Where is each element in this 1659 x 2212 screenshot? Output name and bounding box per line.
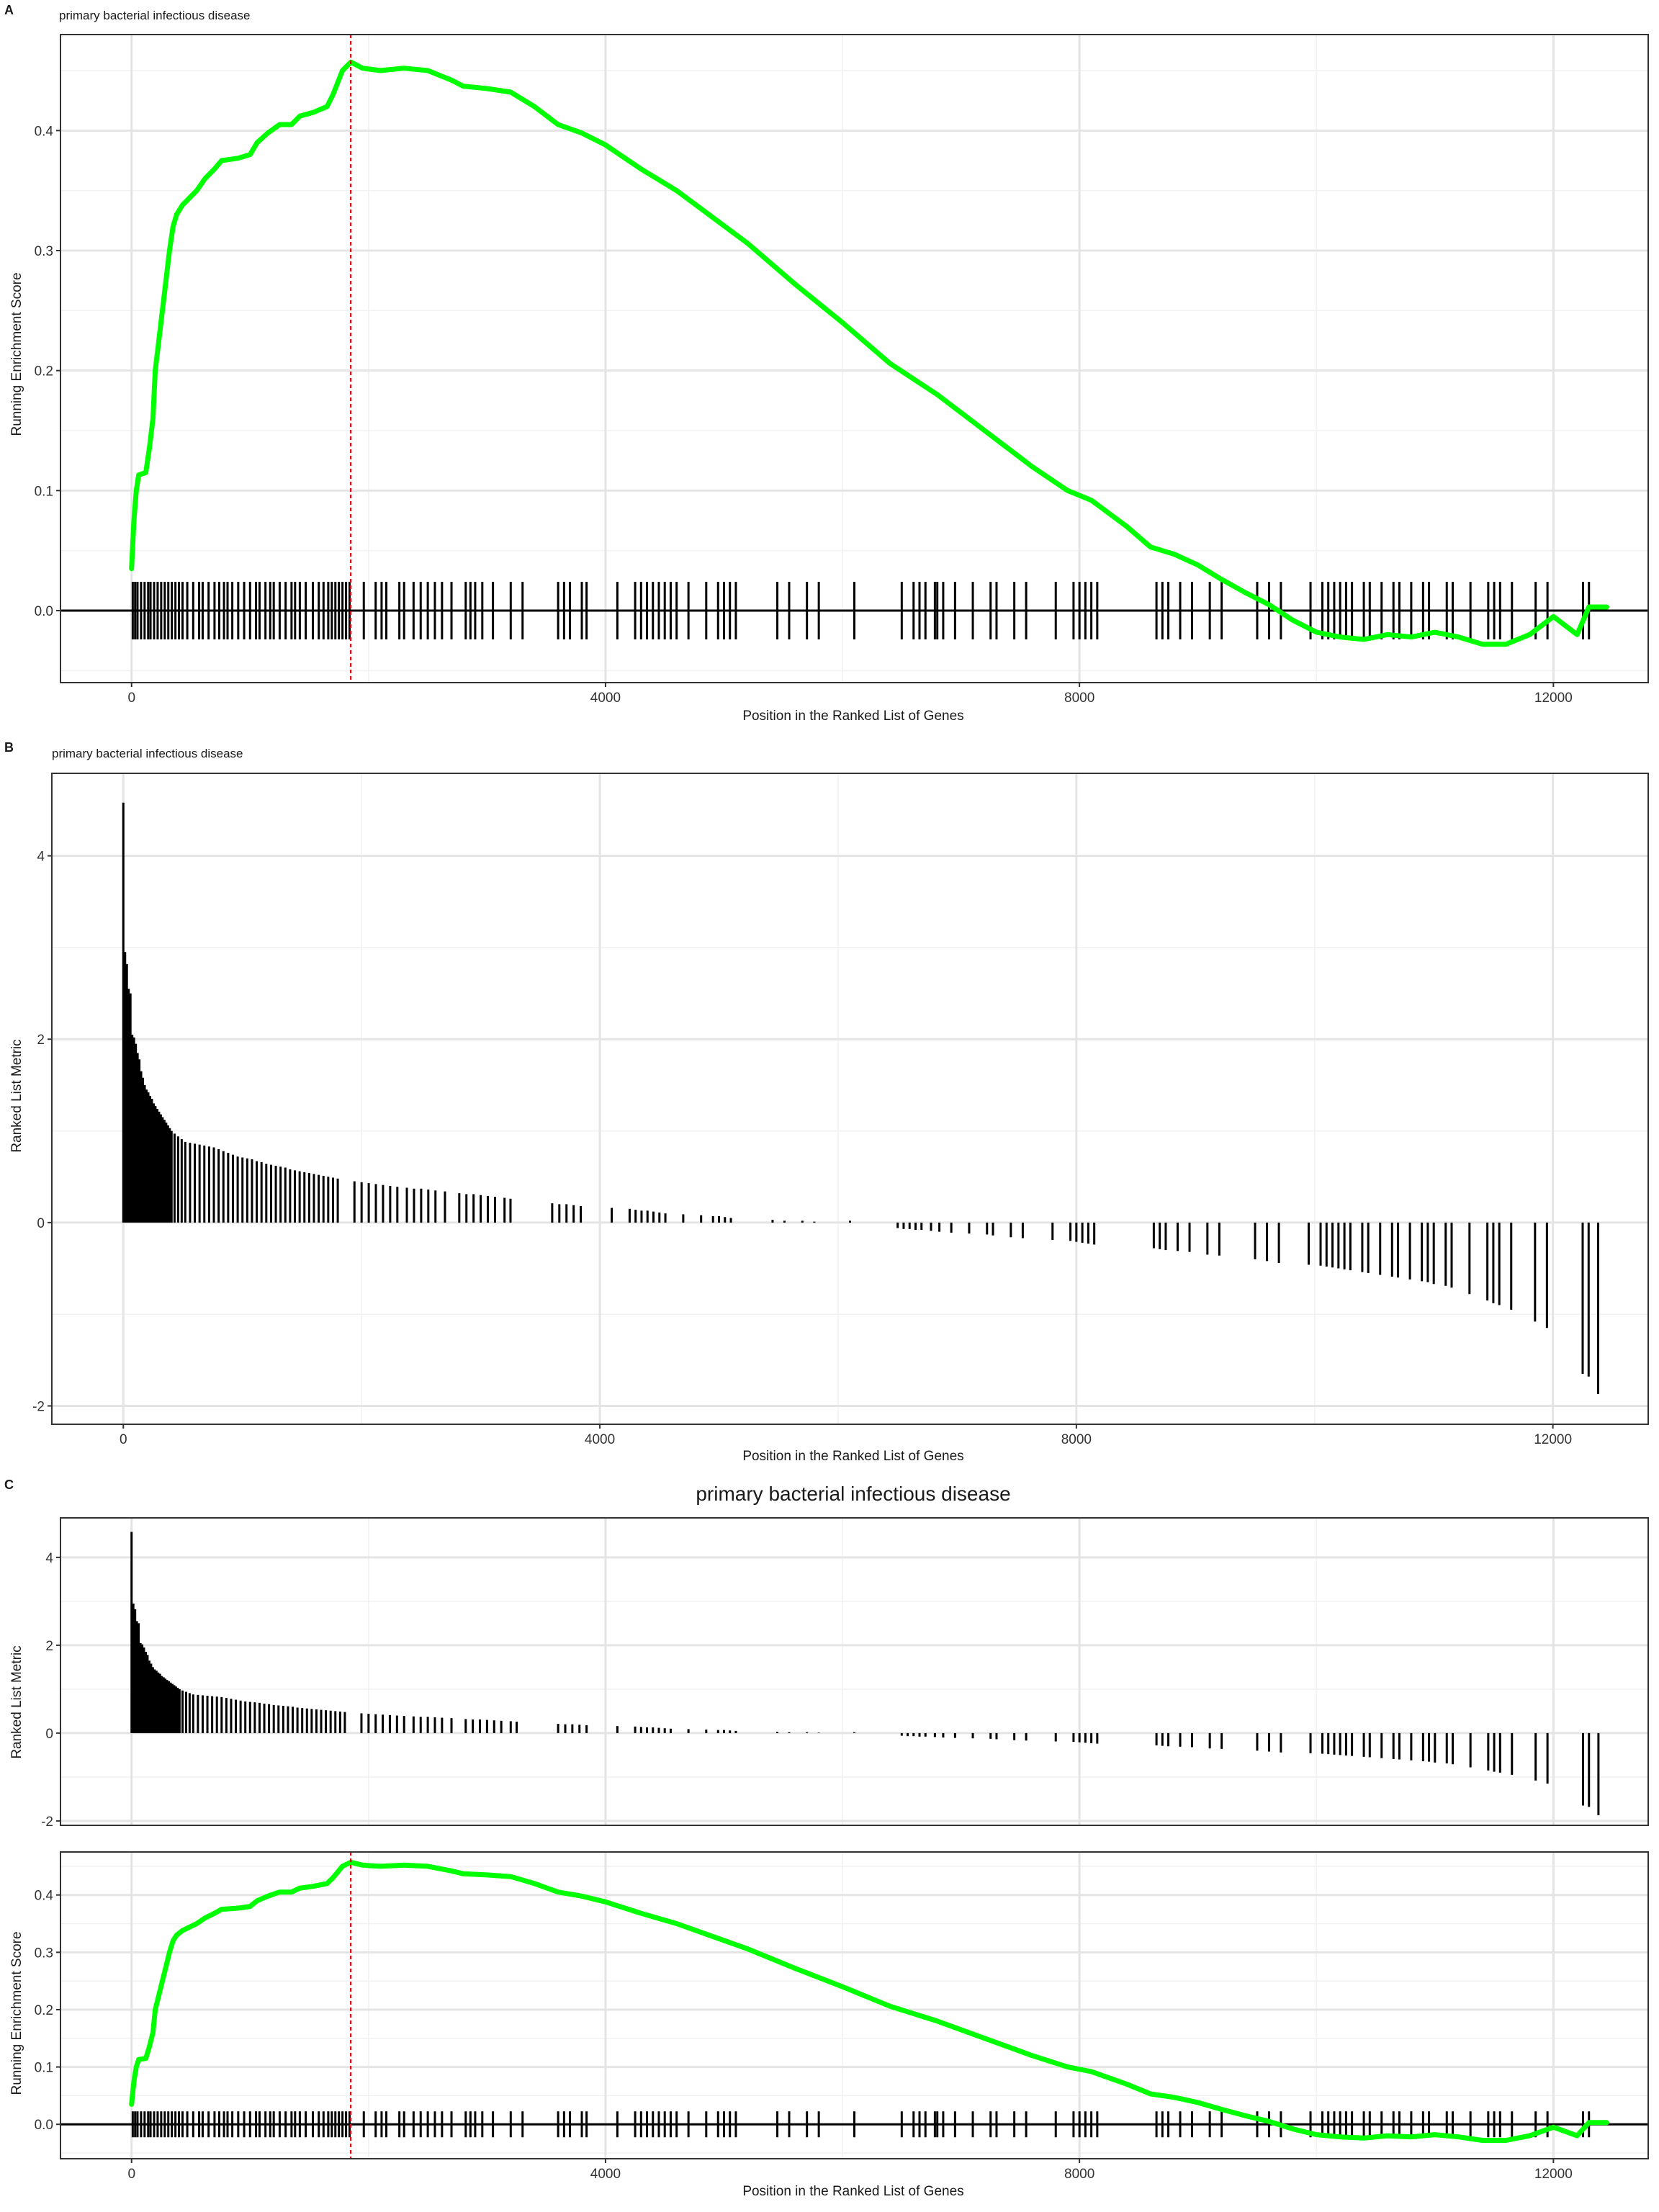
- x-tick-label: 8000: [1061, 1432, 1092, 1447]
- y-tick-label: 0.1: [35, 2061, 53, 2076]
- y-tick-label: 0.4: [35, 1889, 54, 1904]
- x-tick-label: 4000: [590, 691, 621, 706]
- y-tick-label: 2: [37, 1033, 45, 1048]
- x-tick-label: 0: [127, 691, 135, 706]
- panel-b-y-axis-title: Ranked List Metric: [9, 1039, 24, 1152]
- panel-c-es-y-axis: 0.0 0.1 0.2 0.3 0.4: [35, 1889, 60, 2133]
- panel-c-es-plot-area: [60, 1851, 1649, 2159]
- panel-b-tag: B: [4, 740, 14, 755]
- panel-b-x-axis-title: Position in the Ranked List of Genes: [742, 1449, 963, 1464]
- y-tick-label: 0.3: [35, 244, 53, 259]
- plot-frame: [51, 773, 1649, 1425]
- x-tick-label: 8000: [1064, 2167, 1094, 2182]
- panel-a: A primary bacterial infectious disease 0…: [4, 3, 1649, 724]
- x-tick-label: 4000: [590, 2167, 621, 2182]
- panel-b-title: primary bacterial infectious disease: [52, 747, 243, 760]
- panel-a-tag: A: [4, 3, 14, 17]
- panel-c-tag: C: [4, 1478, 14, 1492]
- y-tick-label: 0.0: [35, 2118, 53, 2133]
- panel-c: C primary bacterial infectious disease -…: [4, 1478, 1649, 2199]
- y-tick-label: -2: [41, 1815, 53, 1830]
- y-tick-label: 4: [37, 850, 45, 865]
- plot-frame: [60, 34, 1649, 683]
- running-enrichment-score-line: [129, 59, 1609, 647]
- panel-b-plot-area: [51, 773, 1649, 1425]
- panel-a-plot-area: [60, 34, 1649, 683]
- plot-frame: [60, 1517, 1649, 1826]
- panel-c-x-axis-title: Position in the Ranked List of Genes: [742, 2184, 963, 2199]
- panel-a-x-axis-title: Position in the Ranked List of Genes: [742, 709, 963, 724]
- panel-a-title: primary bacterial infectious disease: [59, 9, 251, 22]
- panel-b-x-axis: 0 4000 8000 12000: [120, 1424, 1572, 1447]
- y-tick-label: -2: [32, 1400, 45, 1415]
- panel-c-es-y-axis-title: Running Enrichment Score: [9, 1931, 24, 2095]
- x-tick-label: 12000: [1534, 2167, 1573, 2182]
- y-tick-label: 2: [45, 1639, 53, 1654]
- y-tick-label: 0: [45, 1727, 53, 1742]
- x-tick-label: 0: [120, 1432, 127, 1447]
- running-enrichment-score-line: [129, 1859, 1609, 2143]
- panel-c-metric-plot-area: [60, 1517, 1649, 1826]
- y-tick-label: 0.2: [35, 364, 53, 379]
- x-tick-label: 4000: [585, 1432, 615, 1447]
- panel-a-y-axis-title: Running Enrichment Score: [9, 272, 24, 436]
- panel-b: B primary bacterial infectious disease -…: [4, 740, 1649, 1464]
- x-tick-label: 0: [127, 2167, 135, 2182]
- y-tick-label: 0.2: [35, 2003, 53, 2018]
- x-tick-label: 12000: [1534, 691, 1573, 706]
- panel-c-title: primary bacterial infectious disease: [696, 1483, 1010, 1505]
- panel-c-metric-y-axis-title: Ranked List Metric: [9, 1645, 24, 1758]
- x-tick-label: 8000: [1064, 691, 1094, 706]
- y-tick-label: 0.1: [35, 484, 53, 499]
- panel-a-y-axis: 0.0 0.1 0.2 0.3 0.4: [35, 124, 60, 619]
- plot-frame: [60, 1851, 1649, 2159]
- x-tick-label: 12000: [1534, 1432, 1572, 1447]
- y-tick-label: 4: [45, 1551, 53, 1566]
- y-tick-label: 0: [37, 1216, 45, 1231]
- panel-b-y-axis: -2 0 2 4: [32, 850, 52, 1415]
- y-tick-label: 0.4: [35, 124, 54, 139]
- panel-a-x-axis: 0 4000 8000 12000: [127, 683, 1573, 706]
- y-tick-label: 0.0: [35, 604, 53, 619]
- panel-c-x-axis: 0 4000 8000 12000: [127, 2159, 1573, 2182]
- y-tick-label: 0.3: [35, 1946, 53, 1961]
- panel-c-metric-y-axis: -2 0 2 4: [41, 1551, 60, 1830]
